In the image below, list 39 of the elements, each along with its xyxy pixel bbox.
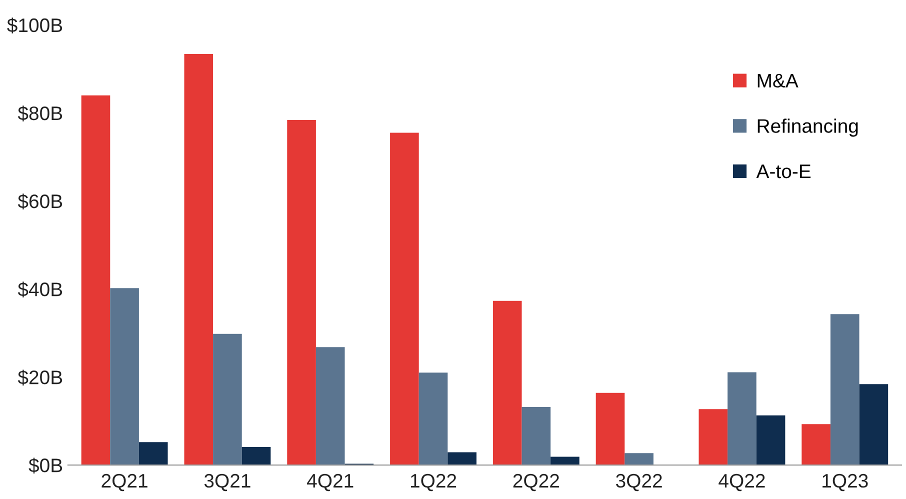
y-tick-label: $20B — [18, 370, 62, 386]
bar — [81, 95, 110, 466]
bar — [698, 409, 728, 466]
y-tick-label: $40B — [18, 282, 62, 298]
bar — [390, 132, 419, 466]
y-tick-label: $100B — [7, 18, 62, 34]
x-tick-label: 3Q22 — [616, 474, 662, 492]
bar — [830, 314, 860, 466]
x-tick-label: 4Q21 — [307, 474, 354, 492]
bar — [492, 300, 522, 466]
bar — [802, 424, 830, 466]
bar — [184, 54, 214, 466]
bar — [859, 384, 888, 466]
bar — [728, 372, 756, 466]
x-tick-label: 4Q22 — [718, 474, 765, 492]
bar — [756, 415, 786, 466]
bar — [418, 372, 448, 466]
bar — [550, 456, 580, 466]
x-tick-label: 2Q22 — [513, 474, 559, 492]
bar — [138, 442, 168, 466]
bar — [287, 120, 316, 466]
y-tick-label: $0B — [28, 458, 62, 474]
x-tick-label: 1Q22 — [410, 474, 456, 492]
bar — [110, 288, 139, 466]
bar — [213, 334, 242, 466]
y-tick-label: $60B — [18, 194, 62, 210]
x-tick-label: 2Q21 — [102, 474, 148, 492]
legend-label: M&A — [758, 74, 798, 88]
bar — [316, 347, 345, 466]
x-tick-label: 1Q23 — [822, 474, 868, 492]
bar — [624, 453, 654, 466]
bar — [522, 406, 551, 466]
y-tick-label: $80B — [18, 106, 62, 122]
legend-label: Refinancing — [758, 118, 858, 137]
legend-label: A-to-E — [756, 164, 811, 178]
bar — [448, 452, 476, 466]
bar — [596, 392, 625, 466]
x-tick-label: 3Q21 — [204, 474, 250, 492]
bar — [242, 447, 271, 466]
